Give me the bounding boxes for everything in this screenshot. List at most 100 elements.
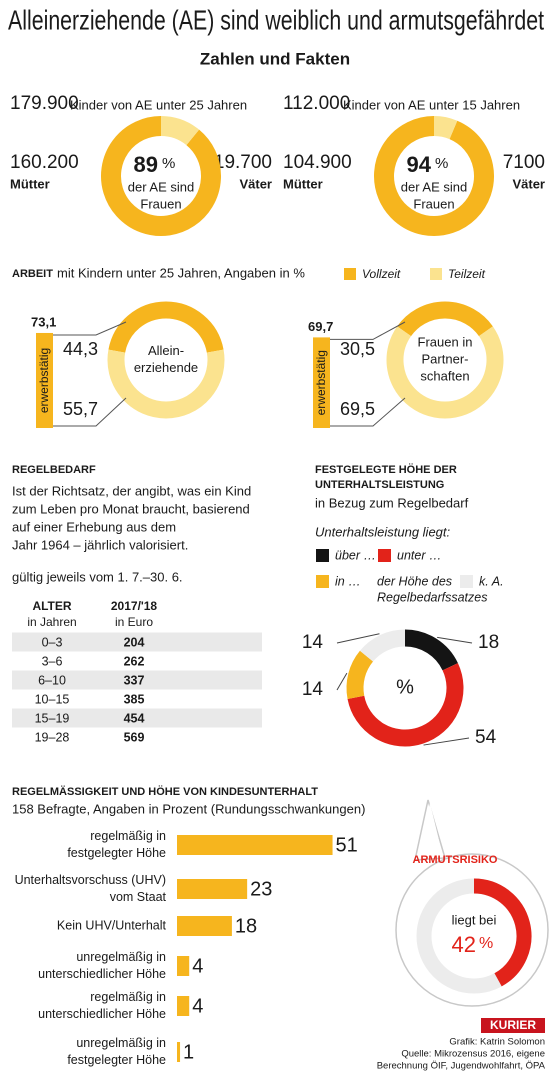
body-text: zum Leben pro Monat braucht, basierend <box>12 501 250 516</box>
right-value: 19.700 <box>214 152 272 173</box>
table-header: in Euro <box>115 615 153 629</box>
value-label: 69,5 <box>340 399 375 419</box>
bar-value: 51 <box>336 834 358 856</box>
legend-swatch <box>430 268 442 280</box>
table-row-band <box>12 670 262 690</box>
table-cell: 262 <box>124 654 145 668</box>
table-cell: 19–28 <box>35 730 70 744</box>
value-label: 14 <box>302 679 324 700</box>
employed-text: erwerbstätig <box>37 348 51 413</box>
legend-label: Teilzeit <box>448 267 486 281</box>
leader-line <box>437 636 473 644</box>
table-cell: 10–15 <box>35 692 70 706</box>
left-label: Mütter <box>10 176 50 191</box>
bar-label: regelmäßig in <box>90 829 166 843</box>
center-text: Allein- <box>148 343 184 358</box>
bar <box>177 835 333 855</box>
donut-segment <box>346 650 374 699</box>
center-text: % <box>396 676 414 698</box>
bubble-pointer-fill <box>417 803 443 857</box>
center-value: 94 <box>407 152 432 177</box>
bar-label: vom Staat <box>110 890 167 904</box>
value-label: 55,7 <box>63 399 98 419</box>
table-row-band <box>12 708 262 728</box>
employed-bar <box>313 337 330 428</box>
leader-line <box>336 633 380 644</box>
total-text: Kinder von AE unter 25 Jahren <box>70 97 247 112</box>
employed-text: erwerbstätig <box>314 350 328 415</box>
title: Alleinerziehende (AE) sind weiblich und … <box>8 4 544 35</box>
employed-value: 73,1 <box>31 314 56 329</box>
gauge-unit: % <box>479 935 493 952</box>
logo-box <box>481 1018 545 1033</box>
legend-label: Regelbedarfssatzes <box>377 590 487 604</box>
table-cell: 454 <box>124 711 145 725</box>
bar <box>177 996 190 1016</box>
section-subtitle: in Bezug zum Regelbedarf <box>315 495 469 510</box>
center-text: Frauen <box>413 196 454 211</box>
bar-label: Kein UHV/Unterhalt <box>57 918 167 932</box>
section-subtitle: 158 Befragte, Angaben in Prozent (Rundun… <box>12 801 365 816</box>
credit: Grafik: Katrin Solomon <box>449 1037 545 1048</box>
value-label: 14 <box>302 632 324 653</box>
table-cell: 6–10 <box>38 673 66 687</box>
legend-label: unter … <box>397 548 441 562</box>
total-value: 179.900 <box>10 93 79 114</box>
left-value: 160.200 <box>10 152 79 173</box>
table-cell: 15–19 <box>35 711 70 725</box>
legend-label: der Höhe des <box>377 574 452 588</box>
center-text: der AE sind <box>128 179 195 194</box>
legend-label: in … <box>335 574 361 588</box>
value-label: 44,3 <box>63 339 98 359</box>
table-header: ALTER <box>32 599 71 613</box>
right-label: Väter <box>239 176 272 191</box>
donut-segment <box>101 116 221 236</box>
section-title: ARBEIT <box>12 268 53 280</box>
bar-value: 18 <box>235 915 257 937</box>
bar-label: unterschiedlicher Höhe <box>38 967 166 981</box>
donut-segment <box>107 349 225 419</box>
bar-label: Unterhaltsvorschuss (UHV) <box>15 873 166 887</box>
value-label: 54 <box>475 727 497 748</box>
table-cell: 385 <box>124 692 145 706</box>
credit: Berechnung ÖIF, Jugendwohlfahrt, ÖPA <box>377 1061 546 1072</box>
donut-segment <box>160 116 200 146</box>
value-label: 18 <box>478 632 499 653</box>
total-text: Kinder von AE unter 15 Jahren <box>343 97 520 112</box>
donut-segment <box>374 116 494 236</box>
table-row-band <box>12 632 262 652</box>
left-label: Mütter <box>283 176 323 191</box>
bar-value: 23 <box>250 878 272 900</box>
donut-segment <box>347 663 464 747</box>
right-label: Väter <box>512 176 545 191</box>
bar-label: festgelegter Höhe <box>67 846 166 860</box>
bar <box>177 879 248 899</box>
donut-segment <box>473 878 532 987</box>
total-value: 112.000 <box>283 93 350 114</box>
subtitle: Zahlen und Fakten <box>200 49 350 68</box>
legend-label: k. A. <box>479 574 504 588</box>
center-unit: % <box>435 155 448 172</box>
bar <box>177 1042 181 1062</box>
legend-swatch <box>378 549 391 562</box>
right-value: 7100 <box>503 152 545 173</box>
bracket <box>330 397 406 427</box>
center-value: 89 <box>134 152 158 177</box>
note: Unterhaltsleistung liegt: <box>315 524 451 539</box>
gauge-text: liegt bei <box>452 912 497 927</box>
validity: gültig jeweils vom 1. 7.–30. 6. <box>12 569 183 584</box>
legend-label: Vollzeit <box>362 267 401 281</box>
bar-value: 4 <box>192 955 203 977</box>
section-title: REGELBEDARF <box>12 464 96 476</box>
logo: KURIER <box>490 1018 536 1032</box>
bar-label: regelmäßig in <box>90 990 166 1004</box>
legend-label: über … <box>335 548 376 562</box>
bar <box>177 916 232 936</box>
table-cell: 3–6 <box>42 654 63 668</box>
legend-swatch <box>344 268 356 280</box>
bracket <box>53 321 127 336</box>
section-title: FESTGELEGTE HÖHE DER <box>315 463 457 476</box>
leader-line <box>423 737 470 746</box>
table-cell: 0–3 <box>42 635 63 649</box>
credit: Quelle: Mikrozensus 2016, eigene <box>401 1049 545 1060</box>
